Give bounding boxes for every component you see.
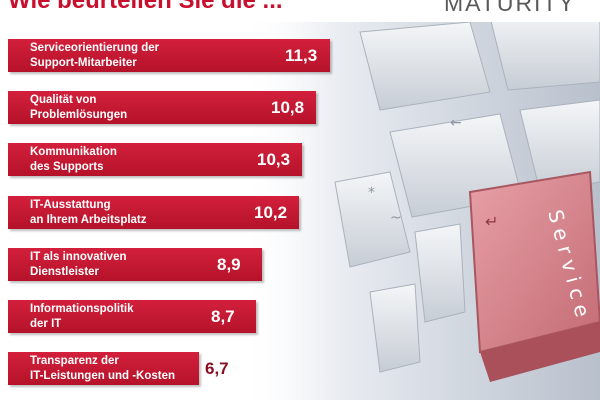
svg-text:←: ← bbox=[450, 115, 462, 131]
service-key: ↵ Service bbox=[468, 170, 600, 382]
bar-category-label: IT als innovativen Dienstleister bbox=[30, 251, 127, 278]
bar bbox=[8, 300, 256, 333]
bar-value-label: 6,7 bbox=[205, 359, 229, 378]
bar-value-label: 11,3 bbox=[285, 46, 318, 65]
bar-category-label: Serviceorientierung der Support-Mitarbei… bbox=[30, 42, 160, 69]
keyboard-photo: ← * ~ ↵ Service bbox=[240, 22, 600, 400]
svg-text:↵: ↵ bbox=[485, 212, 498, 231]
bar bbox=[8, 196, 299, 229]
bar bbox=[8, 248, 262, 281]
chart-title: Wie beurteilen Sie die ... bbox=[8, 0, 283, 14]
bar-value-label: 10,2 bbox=[254, 203, 288, 222]
bar bbox=[8, 352, 199, 385]
bar bbox=[8, 39, 330, 72]
bar-value-label: 8,9 bbox=[217, 255, 241, 274]
svg-text:~: ~ bbox=[390, 210, 402, 226]
bar bbox=[8, 91, 316, 124]
bar-category-label: Transparenz der IT-Leistungen und -Koste… bbox=[30, 355, 176, 382]
bar-value-label: 10,3 bbox=[257, 150, 291, 169]
bar-value-label: 10,8 bbox=[271, 98, 305, 117]
bar bbox=[8, 143, 302, 176]
brand-logo: MATURITY bbox=[444, 0, 576, 16]
bar-category-label: Kommunikation des Supports bbox=[30, 146, 117, 173]
bar-category-label: Qualität von Problemlösungen bbox=[30, 94, 128, 121]
bar-value-label: 8,7 bbox=[211, 307, 235, 326]
bar-category-label: IT-Ausstattung an Ihrem Arbeitsplatz bbox=[30, 199, 147, 226]
svg-text:*: * bbox=[368, 185, 375, 201]
bar-category-label: Informationspolitik der IT bbox=[30, 303, 134, 330]
